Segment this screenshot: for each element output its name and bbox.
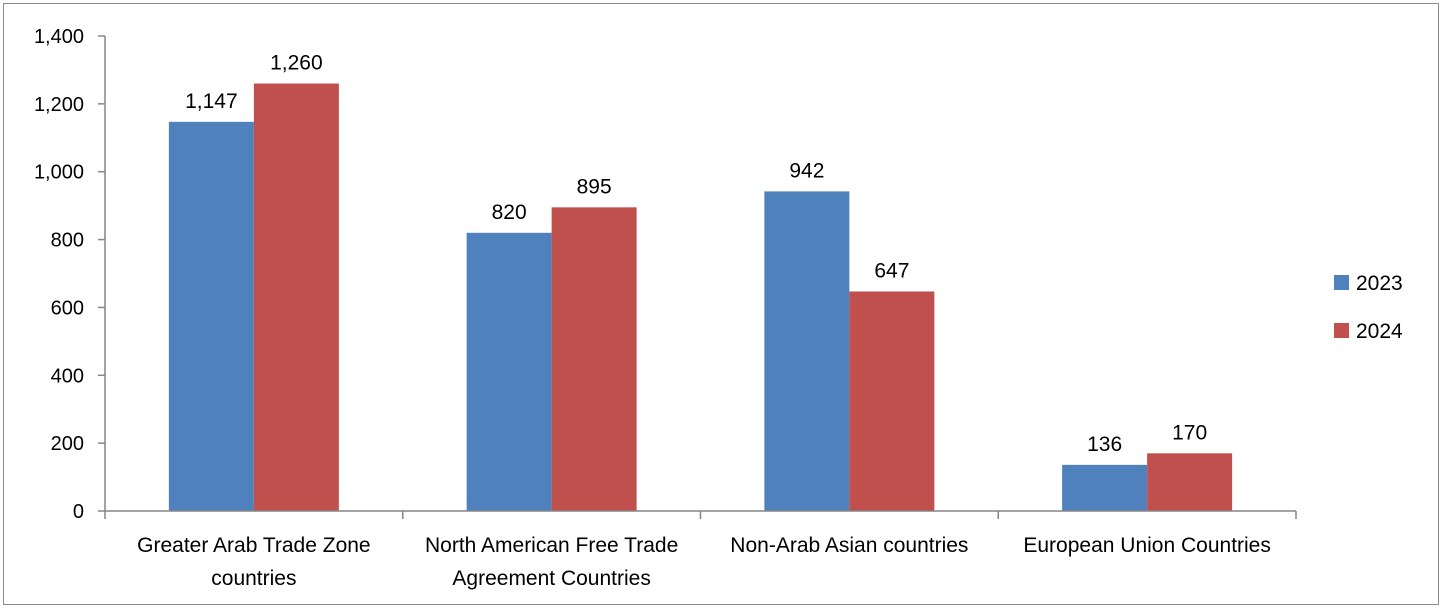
legend-label-2023: 2023 [1356, 272, 1403, 295]
bar-2023-1 [466, 232, 552, 512]
axes-layer: 0 200 400 600 800 1,000 1,200 1,400 Greater Arab… [34, 26, 1297, 590]
data-label-2023-0: 1,147 [185, 90, 238, 113]
chart-frame: 0 200 400 600 800 1,000 1,200 1,400 Greater Arab… [3, 3, 1439, 605]
data-label-2023-1: 820 [492, 201, 527, 224]
bar-chart: 0 200 400 600 800 1,000 1,200 1,400 Greater Arab… [34, 26, 1403, 590]
data-label-2024-2: 647 [874, 259, 909, 282]
category-label-3-0: European Union Countries [1023, 534, 1271, 557]
bar-2024-1 [551, 207, 637, 511]
y-tick-label-5: 1,000 [34, 162, 84, 184]
y-tick-label-2: 400 [51, 365, 84, 387]
bar-2024-2 [849, 291, 935, 511]
bar-2024-3 [1147, 453, 1233, 511]
legend: 2023 2024 [1334, 272, 1403, 343]
bar-2024-0 [253, 83, 339, 511]
data-label-2024-1: 895 [577, 175, 612, 198]
data-label-2024-0: 1,260 [270, 52, 323, 75]
y-tick-label-3: 600 [51, 297, 84, 319]
bar-2023-0 [168, 121, 254, 511]
legend-swatch-2024 [1334, 323, 1349, 338]
data-label-2023-3: 136 [1087, 433, 1122, 456]
category-label-1-0: North American Free Trade [425, 534, 678, 557]
bar-2023-3 [1062, 464, 1148, 511]
y-tick-label-4: 800 [51, 230, 84, 252]
legend-swatch-2023 [1334, 275, 1349, 290]
y-tick-label-0: 0 [73, 501, 84, 523]
data-label-2024-3: 170 [1172, 421, 1207, 444]
y-tick-label-7: 1,400 [34, 26, 84, 48]
bars-layer [168, 83, 1233, 512]
bar-2023-2 [764, 191, 850, 511]
y-tick-label-6: 1,200 [34, 94, 84, 116]
category-label-0-1: countries [211, 567, 296, 590]
data-label-2023-2: 942 [789, 159, 824, 182]
y-tick-label-1: 200 [51, 433, 84, 455]
legend-label-2024: 2024 [1356, 320, 1403, 343]
category-label-0-0: Greater Arab Trade Zone [137, 534, 370, 557]
labels-layer: 1,147 820 942 136 1,260 895 647 170 [185, 52, 1207, 456]
category-label-1-1: Agreement Countries [452, 567, 650, 590]
category-label-2-0: Non-Arab Asian countries [730, 534, 968, 557]
